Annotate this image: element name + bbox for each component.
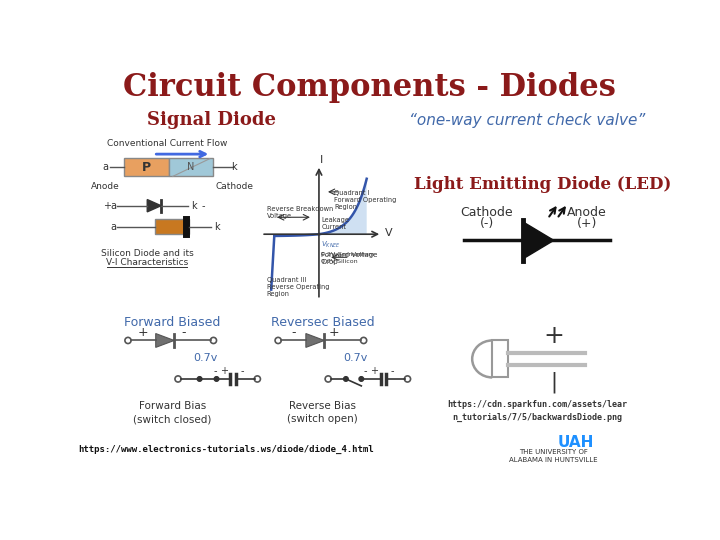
Text: -: - bbox=[181, 326, 186, 339]
Text: Light Emitting Diode (LED): Light Emitting Diode (LED) bbox=[413, 176, 671, 193]
Text: Anode: Anode bbox=[91, 182, 120, 191]
Text: 0.7V Silicon: 0.7V Silicon bbox=[321, 259, 358, 265]
FancyBboxPatch shape bbox=[168, 158, 213, 177]
Text: $V_{KNEE}$: $V_{KNEE}$ bbox=[321, 240, 341, 250]
Text: +: + bbox=[328, 326, 339, 339]
Text: 0.3V Germanium: 0.3V Germanium bbox=[321, 252, 374, 256]
Text: Anode: Anode bbox=[567, 206, 607, 219]
Text: N: N bbox=[187, 162, 195, 172]
Text: Quadrant III
Reverse Operating
Region: Quadrant III Reverse Operating Region bbox=[266, 276, 329, 296]
FancyBboxPatch shape bbox=[492, 340, 508, 377]
Circle shape bbox=[359, 377, 364, 381]
Circle shape bbox=[215, 377, 219, 381]
Text: 0.7v: 0.7v bbox=[343, 353, 368, 363]
Text: V-I Characteristics: V-I Characteristics bbox=[106, 258, 189, 267]
Text: +: + bbox=[544, 324, 564, 348]
Circle shape bbox=[197, 377, 202, 381]
Text: Forward Voltage
Drop: Forward Voltage Drop bbox=[321, 252, 377, 265]
Text: k: k bbox=[231, 162, 237, 172]
FancyBboxPatch shape bbox=[155, 219, 189, 234]
Text: 0.7v: 0.7v bbox=[194, 353, 218, 363]
Text: Silicon Diode and its: Silicon Diode and its bbox=[101, 249, 194, 258]
Text: -: - bbox=[213, 366, 217, 376]
Text: Forward Bias
(switch closed): Forward Bias (switch closed) bbox=[133, 401, 212, 424]
Text: V: V bbox=[384, 228, 392, 239]
Polygon shape bbox=[319, 179, 366, 234]
Text: -: - bbox=[364, 366, 367, 376]
Text: UAH: UAH bbox=[557, 435, 593, 450]
Text: -: - bbox=[240, 366, 243, 376]
Text: https://cdn.sparkfun.com/assets/lear
n_tutorials/7/5/backwardsDiode.png: https://cdn.sparkfun.com/assets/lear n_t… bbox=[447, 401, 627, 422]
Text: https://www.electronics-tutorials.ws/diode/diode_4.html: https://www.electronics-tutorials.ws/dio… bbox=[78, 446, 374, 454]
Polygon shape bbox=[156, 334, 174, 347]
Text: Cathode: Cathode bbox=[215, 182, 253, 191]
Text: Reverse Breakdown
Voltage: Reverse Breakdown Voltage bbox=[266, 206, 333, 219]
Text: -: - bbox=[292, 326, 296, 339]
Text: THE UNIVERSITY OF
ALABAMA IN HUNTSVILLE: THE UNIVERSITY OF ALABAMA IN HUNTSVILLE bbox=[510, 449, 598, 463]
Text: -: - bbox=[390, 366, 394, 376]
Text: +: + bbox=[103, 201, 111, 211]
Text: Reversec Biased: Reversec Biased bbox=[271, 316, 374, 329]
Text: -: - bbox=[202, 201, 205, 211]
Text: a: a bbox=[110, 201, 117, 211]
Text: Signal Diode: Signal Diode bbox=[147, 111, 276, 129]
Text: “one-way current check valve”: “one-way current check valve” bbox=[409, 113, 645, 128]
Text: |: | bbox=[550, 372, 557, 393]
Text: Cathode: Cathode bbox=[461, 206, 513, 219]
Text: I: I bbox=[320, 156, 323, 165]
Text: a: a bbox=[103, 162, 109, 172]
Polygon shape bbox=[148, 200, 161, 212]
Text: a: a bbox=[110, 221, 117, 232]
Polygon shape bbox=[306, 334, 324, 347]
Polygon shape bbox=[523, 222, 554, 259]
Text: k: k bbox=[192, 201, 197, 211]
Text: Circuit Components - Diodes: Circuit Components - Diodes bbox=[122, 72, 616, 103]
Text: +: + bbox=[220, 366, 228, 376]
Text: Leakage
Current: Leakage Current bbox=[321, 217, 349, 230]
Text: Reverse Bias
(switch open): Reverse Bias (switch open) bbox=[287, 401, 358, 424]
Text: Quadrant I
Forward Operating
Region: Quadrant I Forward Operating Region bbox=[334, 190, 397, 210]
Text: Forward Biased: Forward Biased bbox=[125, 316, 221, 329]
Text: (-): (-) bbox=[480, 217, 494, 230]
Circle shape bbox=[343, 377, 348, 381]
Text: +: + bbox=[370, 366, 379, 376]
FancyBboxPatch shape bbox=[124, 158, 168, 177]
Text: k: k bbox=[214, 221, 220, 232]
Text: (+): (+) bbox=[577, 217, 597, 230]
Text: +: + bbox=[138, 326, 149, 339]
Text: Conventional Current Flow: Conventional Current Flow bbox=[107, 139, 228, 148]
Text: P: P bbox=[142, 161, 151, 174]
